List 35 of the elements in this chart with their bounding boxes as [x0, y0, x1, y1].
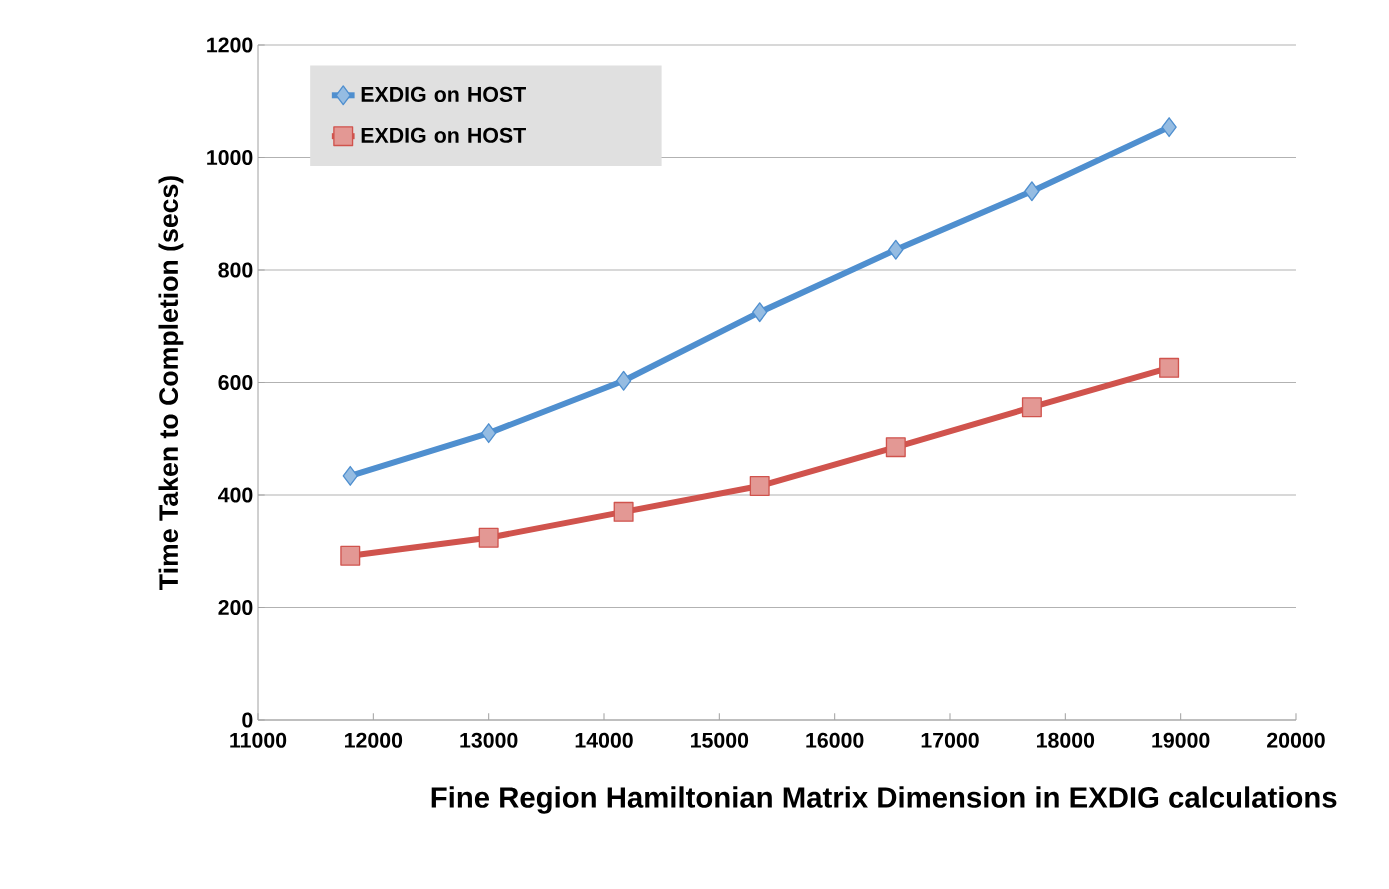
point	[478, 527, 499, 548]
point	[1021, 397, 1042, 418]
point	[1024, 181, 1040, 202]
point	[749, 475, 770, 496]
point	[885, 437, 906, 458]
x-tick-label: 20000	[1267, 732, 1325, 748]
point	[615, 370, 632, 391]
point	[752, 302, 768, 323]
y-tick-label: 400	[218, 487, 253, 503]
point	[342, 465, 358, 486]
x-tick-label: 18000	[1037, 732, 1095, 748]
y-tick-label: 600	[218, 374, 253, 391]
y-tick-label: 200	[218, 599, 253, 616]
x-tick-label: 19000	[1152, 732, 1210, 748]
y-tick-label: 1000	[207, 149, 253, 166]
point	[481, 423, 497, 444]
x-axis-title: Fine Region Hamiltonian Matrix Dimension in EXDIG calculations	[431, 786, 1337, 814]
point	[888, 239, 904, 260]
x-tick-label: 14000	[575, 732, 633, 748]
point	[1159, 357, 1180, 378]
x-tick-label: 13000	[460, 732, 518, 748]
point	[340, 545, 361, 566]
point	[613, 501, 634, 522]
x-tick-label: 11000	[230, 732, 287, 748]
y-axis-title: Time Taken to Completion (secs)	[158, 176, 184, 590]
y-tick-label: 0	[242, 712, 253, 728]
legend-label: EXDIG on HOST	[361, 127, 526, 143]
y-tick-label: 1200	[207, 37, 253, 53]
x-tick-label: 15000	[691, 732, 749, 748]
x-tick-label: 16000	[806, 732, 864, 748]
point	[1161, 117, 1177, 138]
x-tick-label: 12000	[345, 732, 403, 748]
x-tick-label: 17000	[921, 732, 979, 748]
legend-label: EXDIG on HOST	[361, 86, 526, 102]
y-tick-label: 800	[218, 262, 253, 278]
